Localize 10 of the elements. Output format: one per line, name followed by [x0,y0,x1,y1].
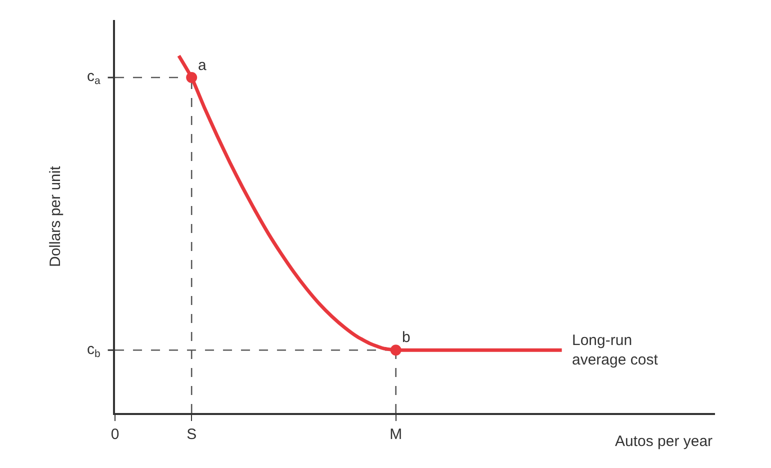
y-axis-title: Dollars per unit [47,165,64,267]
text: c$_{a}$ [87,68,100,88]
x-tick-label: 0 [110,426,120,443]
text: c$_{b}$ [87,341,100,360]
x-tick-label: S [186,426,197,443]
x-axis-title: Autos per year [615,433,713,450]
annotation: b [402,329,410,346]
annotation: a [198,57,207,74]
x-tick-label: M [390,426,402,443]
annotation: Long-run average cost [572,332,659,368]
